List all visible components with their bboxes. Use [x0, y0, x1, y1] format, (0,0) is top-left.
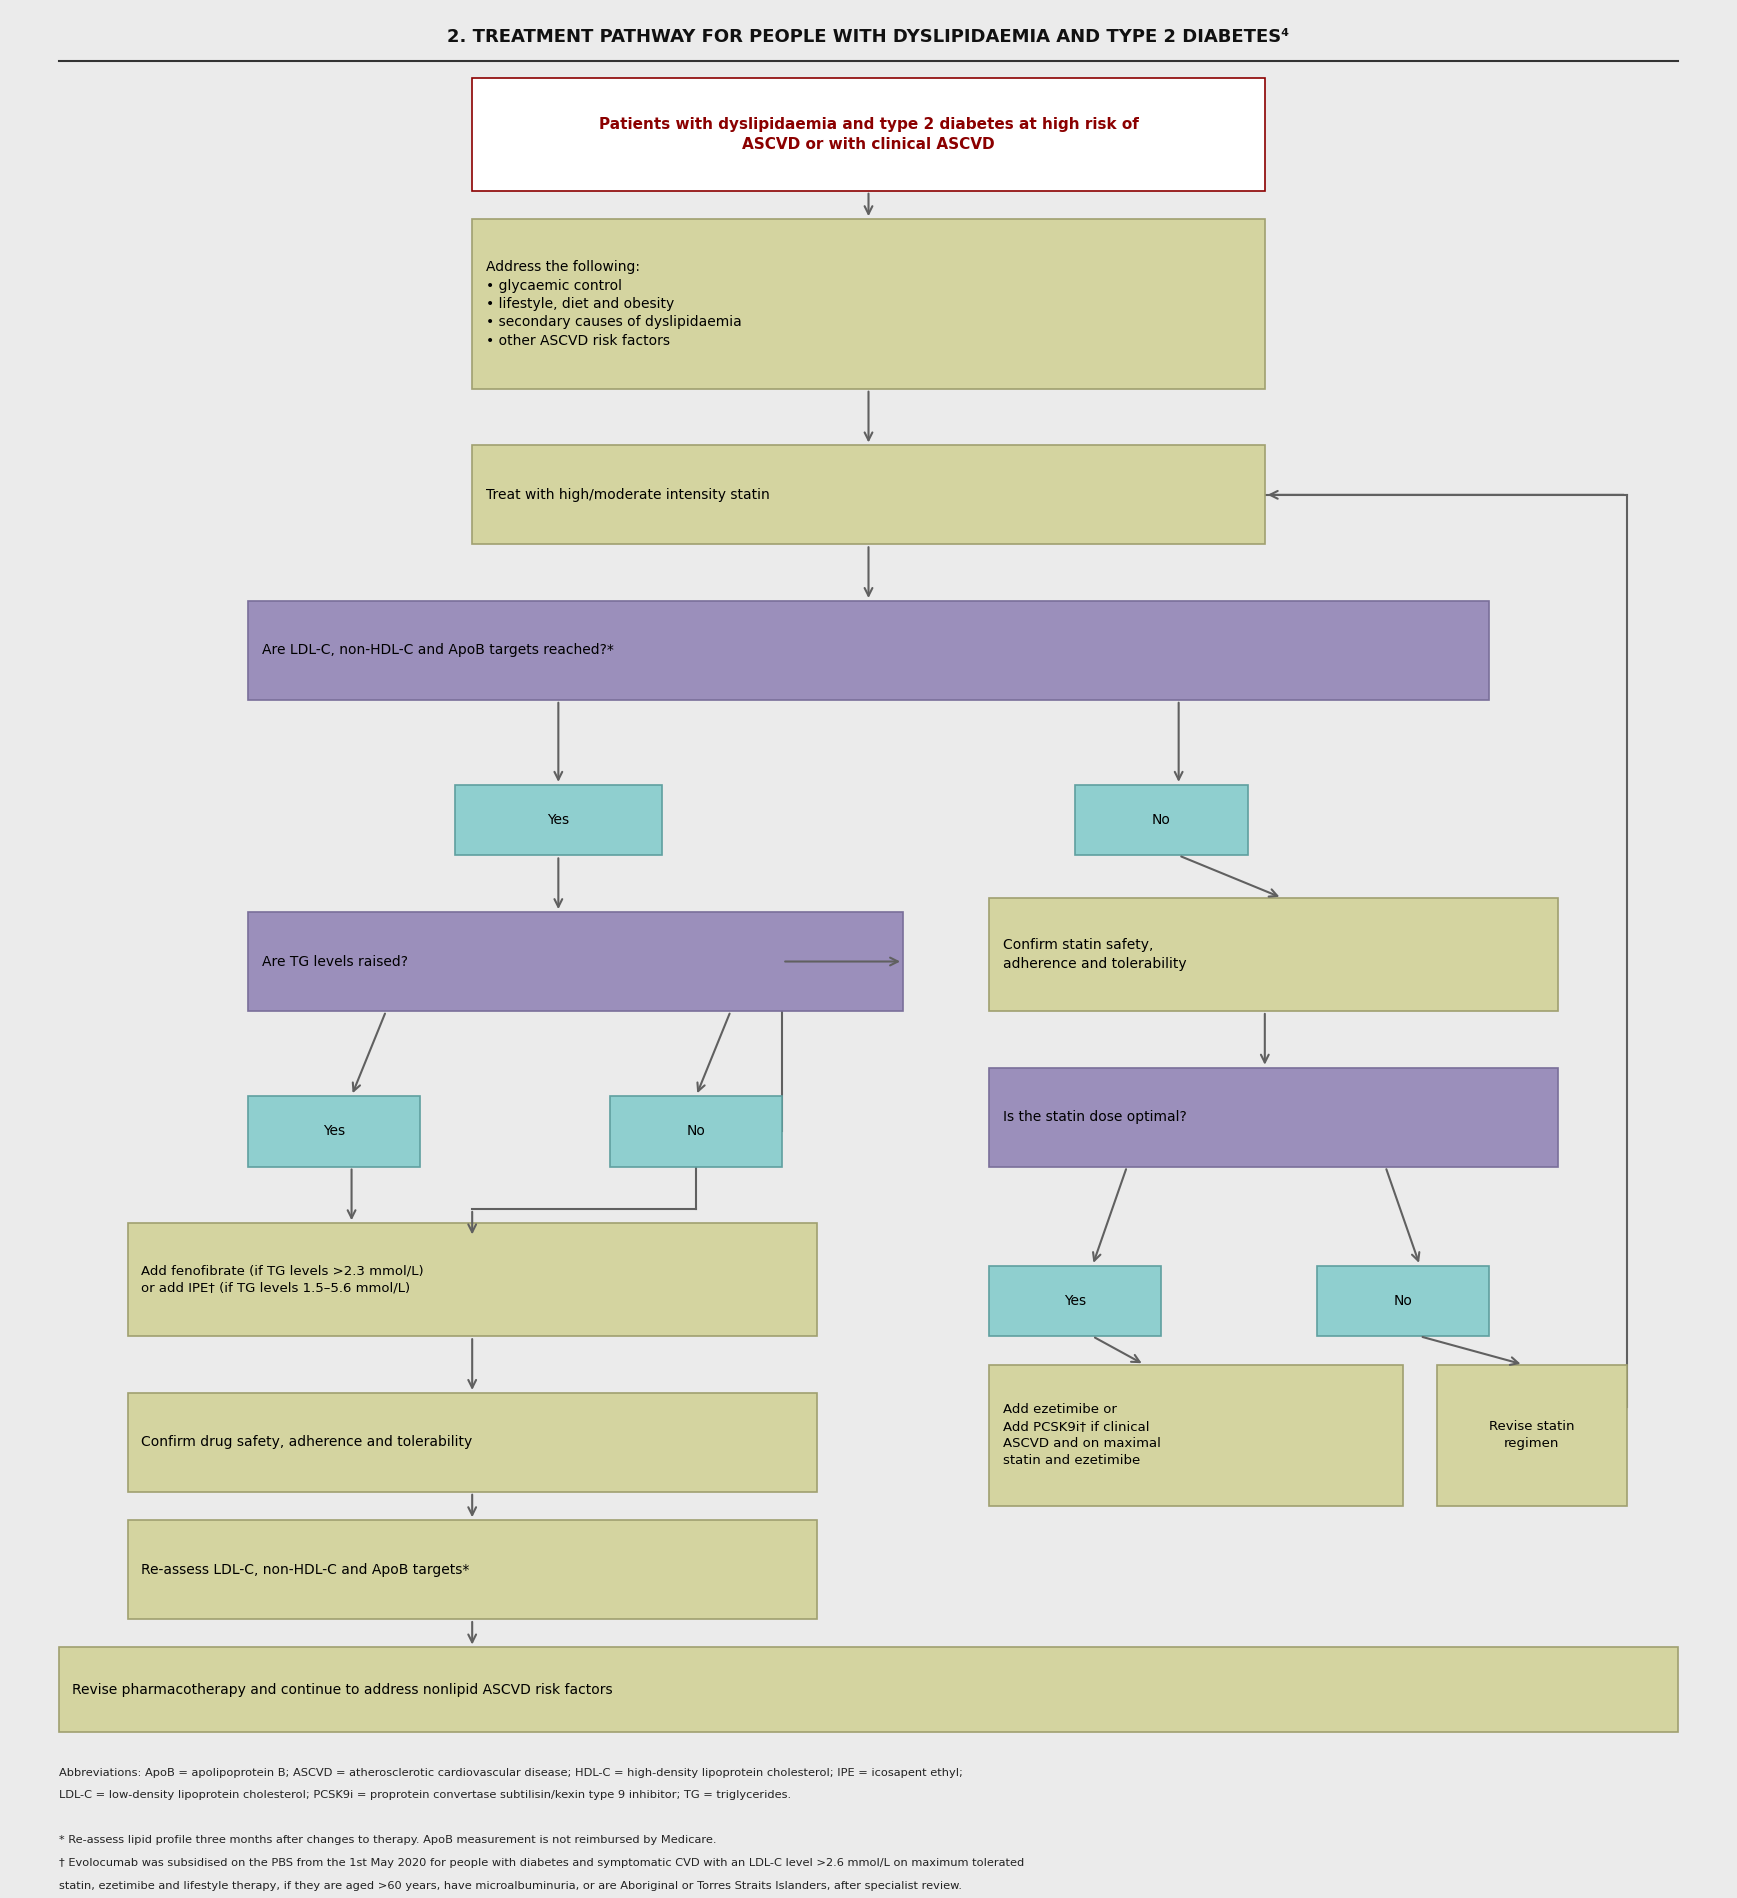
FancyBboxPatch shape	[59, 1647, 1678, 1733]
Text: Is the statin dose optimal?: Is the statin dose optimal?	[1002, 1110, 1186, 1124]
FancyBboxPatch shape	[127, 1393, 816, 1492]
Text: † Evolocumab was subsidised on the PBS from the 1st May 2020 for people with dia: † Evolocumab was subsidised on the PBS f…	[59, 1858, 1023, 1868]
FancyBboxPatch shape	[988, 1067, 1558, 1167]
FancyBboxPatch shape	[248, 602, 1489, 700]
Text: LDL-C = low-density lipoprotein cholesterol; PCSK9i = proprotein convertase subt: LDL-C = low-density lipoprotein choleste…	[59, 1790, 790, 1799]
Text: Yes: Yes	[323, 1124, 346, 1139]
FancyBboxPatch shape	[248, 1095, 420, 1167]
Text: Confirm statin safety,
adherence and tolerability: Confirm statin safety, adherence and tol…	[1002, 938, 1186, 970]
FancyBboxPatch shape	[472, 78, 1265, 192]
Text: Revise pharmacotherapy and continue to address nonlipid ASCVD risk factors: Revise pharmacotherapy and continue to a…	[73, 1684, 613, 1697]
Text: Treat with high/moderate intensity statin: Treat with high/moderate intensity stati…	[486, 488, 769, 501]
Text: * Re-assess lipid profile three months after changes to therapy. ApoB measuremen: * Re-assess lipid profile three months a…	[59, 1835, 716, 1845]
FancyBboxPatch shape	[248, 913, 903, 1012]
FancyBboxPatch shape	[1075, 784, 1247, 856]
Text: 2. TREATMENT PATHWAY FOR PEOPLE WITH DYSLIPIDAEMIA AND TYPE 2 DIABETES⁴: 2. TREATMENT PATHWAY FOR PEOPLE WITH DYS…	[448, 28, 1289, 46]
FancyBboxPatch shape	[455, 784, 662, 856]
Text: Add ezetimibe or
Add PCSK9i† if clinical
ASCVD and on maximal
statin and ezetimi: Add ezetimibe or Add PCSK9i† if clinical…	[1002, 1403, 1160, 1467]
FancyBboxPatch shape	[472, 218, 1265, 389]
Text: Abbreviations: ApoB = apolipoprotein B; ASCVD = atherosclerotic cardiovascular d: Abbreviations: ApoB = apolipoprotein B; …	[59, 1767, 962, 1778]
FancyBboxPatch shape	[472, 446, 1265, 545]
Text: Are LDL-C, non-HDL-C and ApoB targets reached?*: Are LDL-C, non-HDL-C and ApoB targets re…	[262, 643, 613, 657]
Text: Revise statin
regimen: Revise statin regimen	[1489, 1420, 1575, 1450]
Text: Confirm drug safety, adherence and tolerability: Confirm drug safety, adherence and toler…	[141, 1435, 472, 1450]
FancyBboxPatch shape	[127, 1520, 816, 1619]
Text: Re-assess LDL-C, non-HDL-C and ApoB targets*: Re-assess LDL-C, non-HDL-C and ApoB targ…	[141, 1562, 469, 1577]
Text: Address the following:
• glycaemic control
• lifestyle, diet and obesity
• secon: Address the following: • glycaemic contr…	[486, 260, 742, 347]
FancyBboxPatch shape	[1317, 1266, 1489, 1336]
FancyBboxPatch shape	[988, 898, 1558, 1012]
Text: Yes: Yes	[547, 812, 570, 828]
Text: statin, ezetimibe and lifestyle therapy, if they are aged >60 years, have microa: statin, ezetimibe and lifestyle therapy,…	[59, 1881, 962, 1890]
Text: No: No	[686, 1124, 705, 1139]
Text: No: No	[1152, 812, 1171, 828]
Text: Yes: Yes	[1065, 1294, 1086, 1308]
FancyBboxPatch shape	[988, 1266, 1162, 1336]
Text: Are TG levels raised?: Are TG levels raised?	[262, 955, 408, 968]
Text: Patients with dyslipidaemia and type 2 diabetes at high risk of
ASCVD or with cl: Patients with dyslipidaemia and type 2 d…	[599, 118, 1138, 152]
FancyBboxPatch shape	[1436, 1365, 1626, 1505]
FancyBboxPatch shape	[610, 1095, 782, 1167]
FancyBboxPatch shape	[127, 1222, 816, 1336]
Text: No: No	[1393, 1294, 1412, 1308]
FancyBboxPatch shape	[988, 1365, 1403, 1505]
Text: Add fenofibrate (if TG levels >2.3 mmol/L)
or add IPE† (if TG levels 1.5–5.6 mmo: Add fenofibrate (if TG levels >2.3 mmol/…	[141, 1264, 424, 1294]
